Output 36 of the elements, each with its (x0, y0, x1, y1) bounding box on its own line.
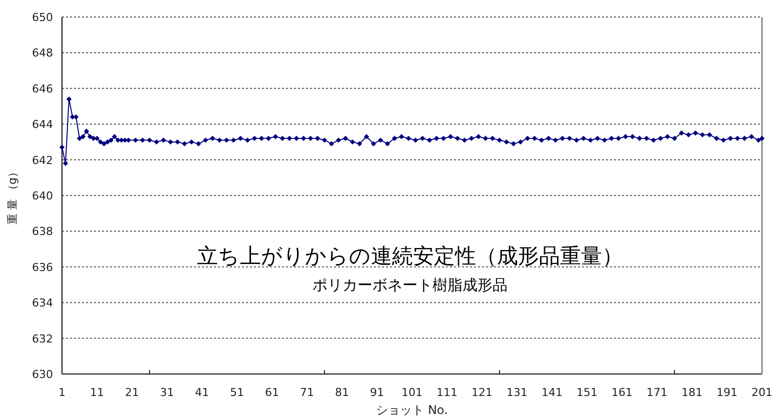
y-tick-label: 646 (32, 82, 53, 96)
x-tick-label: 161 (612, 386, 632, 399)
x-tick-label: 41 (195, 386, 209, 399)
x-tick-label: 31 (160, 386, 174, 399)
y-tick-label: 638 (32, 225, 53, 238)
x-tick-label: 1 (58, 386, 66, 399)
y-tick-label: 642 (32, 154, 53, 167)
text: ポリカーボネート樹脂成形品 (312, 276, 508, 294)
x-tick-label: 101 (402, 386, 422, 399)
x-tick-label: 11 (90, 386, 104, 399)
x-tick-label: 131 (506, 386, 528, 399)
y-tick-label: 636 (32, 260, 53, 274)
x-tick-label: 151 (576, 386, 598, 399)
y-tick-label: 648 (32, 46, 53, 60)
x-tick-label: 111 (436, 386, 458, 399)
x-tick-label: 171 (646, 386, 668, 399)
text: 立ち上がりからの連続安定性（成形品重量） (197, 244, 623, 268)
y-tick-label: 634 (32, 296, 53, 310)
y-tick-label: 644 (32, 118, 53, 132)
x-tick-label: 21 (125, 386, 139, 399)
y-tick-label: 632 (32, 332, 53, 346)
x-tick-label: 61 (265, 386, 279, 399)
x-tick-label: 51 (230, 386, 244, 399)
y-tick-label: 630 (32, 368, 53, 381)
x-tick-label: 91 (370, 386, 384, 399)
x-tick-label: 201 (752, 386, 772, 399)
y-tick-label: 640 (32, 190, 53, 202)
x-tick-label: 141 (542, 386, 562, 399)
x-axis-title: ショット No. (376, 403, 448, 417)
x-tick-label: 181 (682, 386, 702, 399)
y-axis-title: 重 量 （g） (6, 166, 19, 224)
x-tick-label: 121 (472, 386, 492, 399)
x-tick-label: 71 (300, 386, 314, 399)
y-tick-label: 650 (32, 11, 53, 24)
x-tick-label: 191 (716, 386, 738, 399)
x-tick-label: 81 (335, 386, 349, 399)
